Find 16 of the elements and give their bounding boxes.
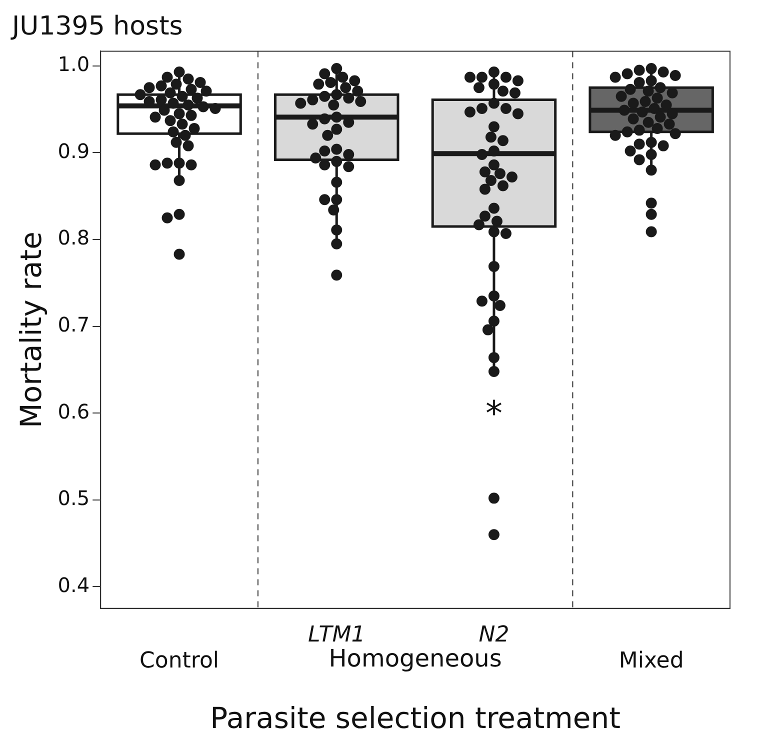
x-axis-title: Parasite selection treatment <box>210 701 620 736</box>
x-tick-label: N2 <box>478 622 510 648</box>
y-tick-label: 1.0 <box>58 52 90 76</box>
y-tick-label: 0.9 <box>58 138 90 163</box>
y-tick-label: 0.5 <box>58 486 90 510</box>
annotation: * <box>485 394 502 434</box>
chart-title: JU1395 hosts <box>10 11 183 42</box>
x-tick-label: Mixed <box>618 648 684 674</box>
x-tick-label: LTM1 <box>308 622 366 648</box>
x-tick-label: Control <box>140 648 220 674</box>
y-tick-label: 0.7 <box>58 312 90 337</box>
y-tick-label: 0.8 <box>58 226 90 250</box>
text: Homogeneous <box>328 644 502 673</box>
y-tick-label: 0.6 <box>58 399 90 424</box>
y-axis-title: Mortality rate <box>14 231 48 428</box>
y-tick-label: 0.4 <box>58 572 90 597</box>
